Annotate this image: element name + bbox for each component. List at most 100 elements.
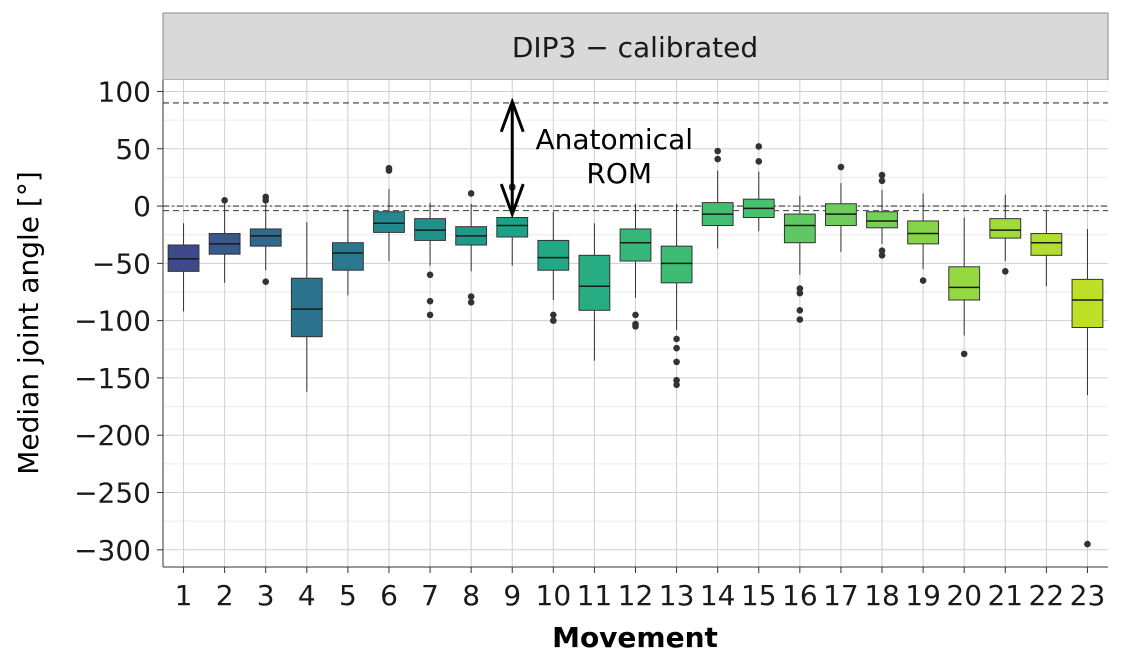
box-movement-17 [825,163,857,252]
box [619,228,652,262]
x-tick-label: 10 [536,579,572,612]
x-tick-label: 15 [741,579,777,612]
box [989,218,1022,239]
box-movement-22 [1030,210,1063,287]
box-movement-21 [989,194,1022,275]
box [578,254,611,311]
box-movement-14 [701,147,734,249]
outlier-point [550,311,557,319]
y-tick-label: −50 [92,247,151,280]
box [373,211,405,233]
outlier-point [467,299,475,306]
box [783,213,816,244]
box-movement-5 [331,209,364,296]
outlier-point [262,197,270,204]
outlier-point [714,155,721,163]
outlier-point [796,316,804,323]
y-tick-label: −100 [74,305,151,338]
box-movement-20 [948,217,981,358]
outlier-point [467,190,475,197]
x-tick-label: 6 [380,579,398,612]
outlier-point [632,323,639,330]
box-movement-9 [496,183,529,266]
box-movement-15 [742,143,775,232]
outlier-point [426,297,434,305]
x-tick-label: 18 [864,579,900,612]
box-movement-13 [660,203,693,389]
box [537,239,570,271]
box [496,217,529,238]
box-movement-2 [208,197,241,283]
x-tick-label: 11 [577,579,613,612]
outlier-point [960,350,968,358]
x-tick-label: 21 [987,579,1023,612]
x-tick-label: 22 [1029,579,1065,612]
box-movement-6 [373,164,405,262]
outlier-point [1084,540,1091,548]
outlier-point [673,376,680,384]
box-movement-19 [907,193,940,284]
outlier-point [426,271,434,279]
box-movement-12 [619,203,652,330]
outlier-point [796,307,804,314]
box-movement-18 [866,171,898,259]
box [290,277,323,338]
x-tick-label: 9 [503,579,521,612]
x-tick-label: 2 [216,579,234,612]
rom-arrow-head-bottom [499,183,525,219]
box-movement-11 [578,223,611,361]
box-movement-3 [249,193,282,285]
outlier-point [632,311,639,319]
x-tick-label: 8 [462,579,480,612]
strip-background [162,12,1109,81]
annotation-line-2: ROM [586,157,652,190]
x-tick-label: 7 [421,579,439,612]
box-movement-23 [1071,228,1104,548]
y-tick-label: −250 [74,477,151,510]
outlier-point [550,317,557,324]
box [331,242,364,271]
outlier-point [796,285,804,292]
box [1030,233,1063,256]
x-tick-label: 17 [823,579,859,612]
outlier-point [673,381,680,389]
outlier-point [385,167,393,174]
box-movement-4 [290,222,323,392]
y-tick-label: 50 [115,133,151,166]
x-tick-label: 23 [1070,579,1106,612]
x-tick-label: 16 [782,579,818,612]
box [1071,278,1104,329]
outlier-point [878,171,886,179]
y-tick-label: 0 [133,190,151,223]
outlier-point [262,278,270,285]
outlier-point [919,277,927,284]
x-tick-label: 13 [659,579,695,612]
chart-title: DIP3 − calibrated [512,31,758,64]
y-axis-title: Median joint angle [°] [12,171,45,475]
box-movement-7 [414,202,446,319]
outlier-point [878,177,886,185]
box-movement-8 [455,190,488,306]
outlier-point [221,197,228,204]
x-tick-label: 20 [946,579,982,612]
box [660,245,693,284]
boxplots [167,143,1104,548]
x-tick-label: 4 [298,579,316,612]
box-movement-10 [537,211,570,324]
outlier-point [878,247,886,255]
outlier-point [796,289,804,297]
outlier-point [426,311,434,319]
box [948,266,981,301]
box [249,228,282,247]
annotation-line-1: Anatomical [535,123,693,156]
box-movement-16 [783,195,816,323]
box [866,211,898,229]
outlier-point [878,252,886,259]
y-tick-label: 100 [98,75,151,108]
x-tick-label: 1 [175,579,193,612]
outlier-point [714,147,721,155]
y-tick-label: −300 [74,534,151,567]
box [907,220,940,245]
